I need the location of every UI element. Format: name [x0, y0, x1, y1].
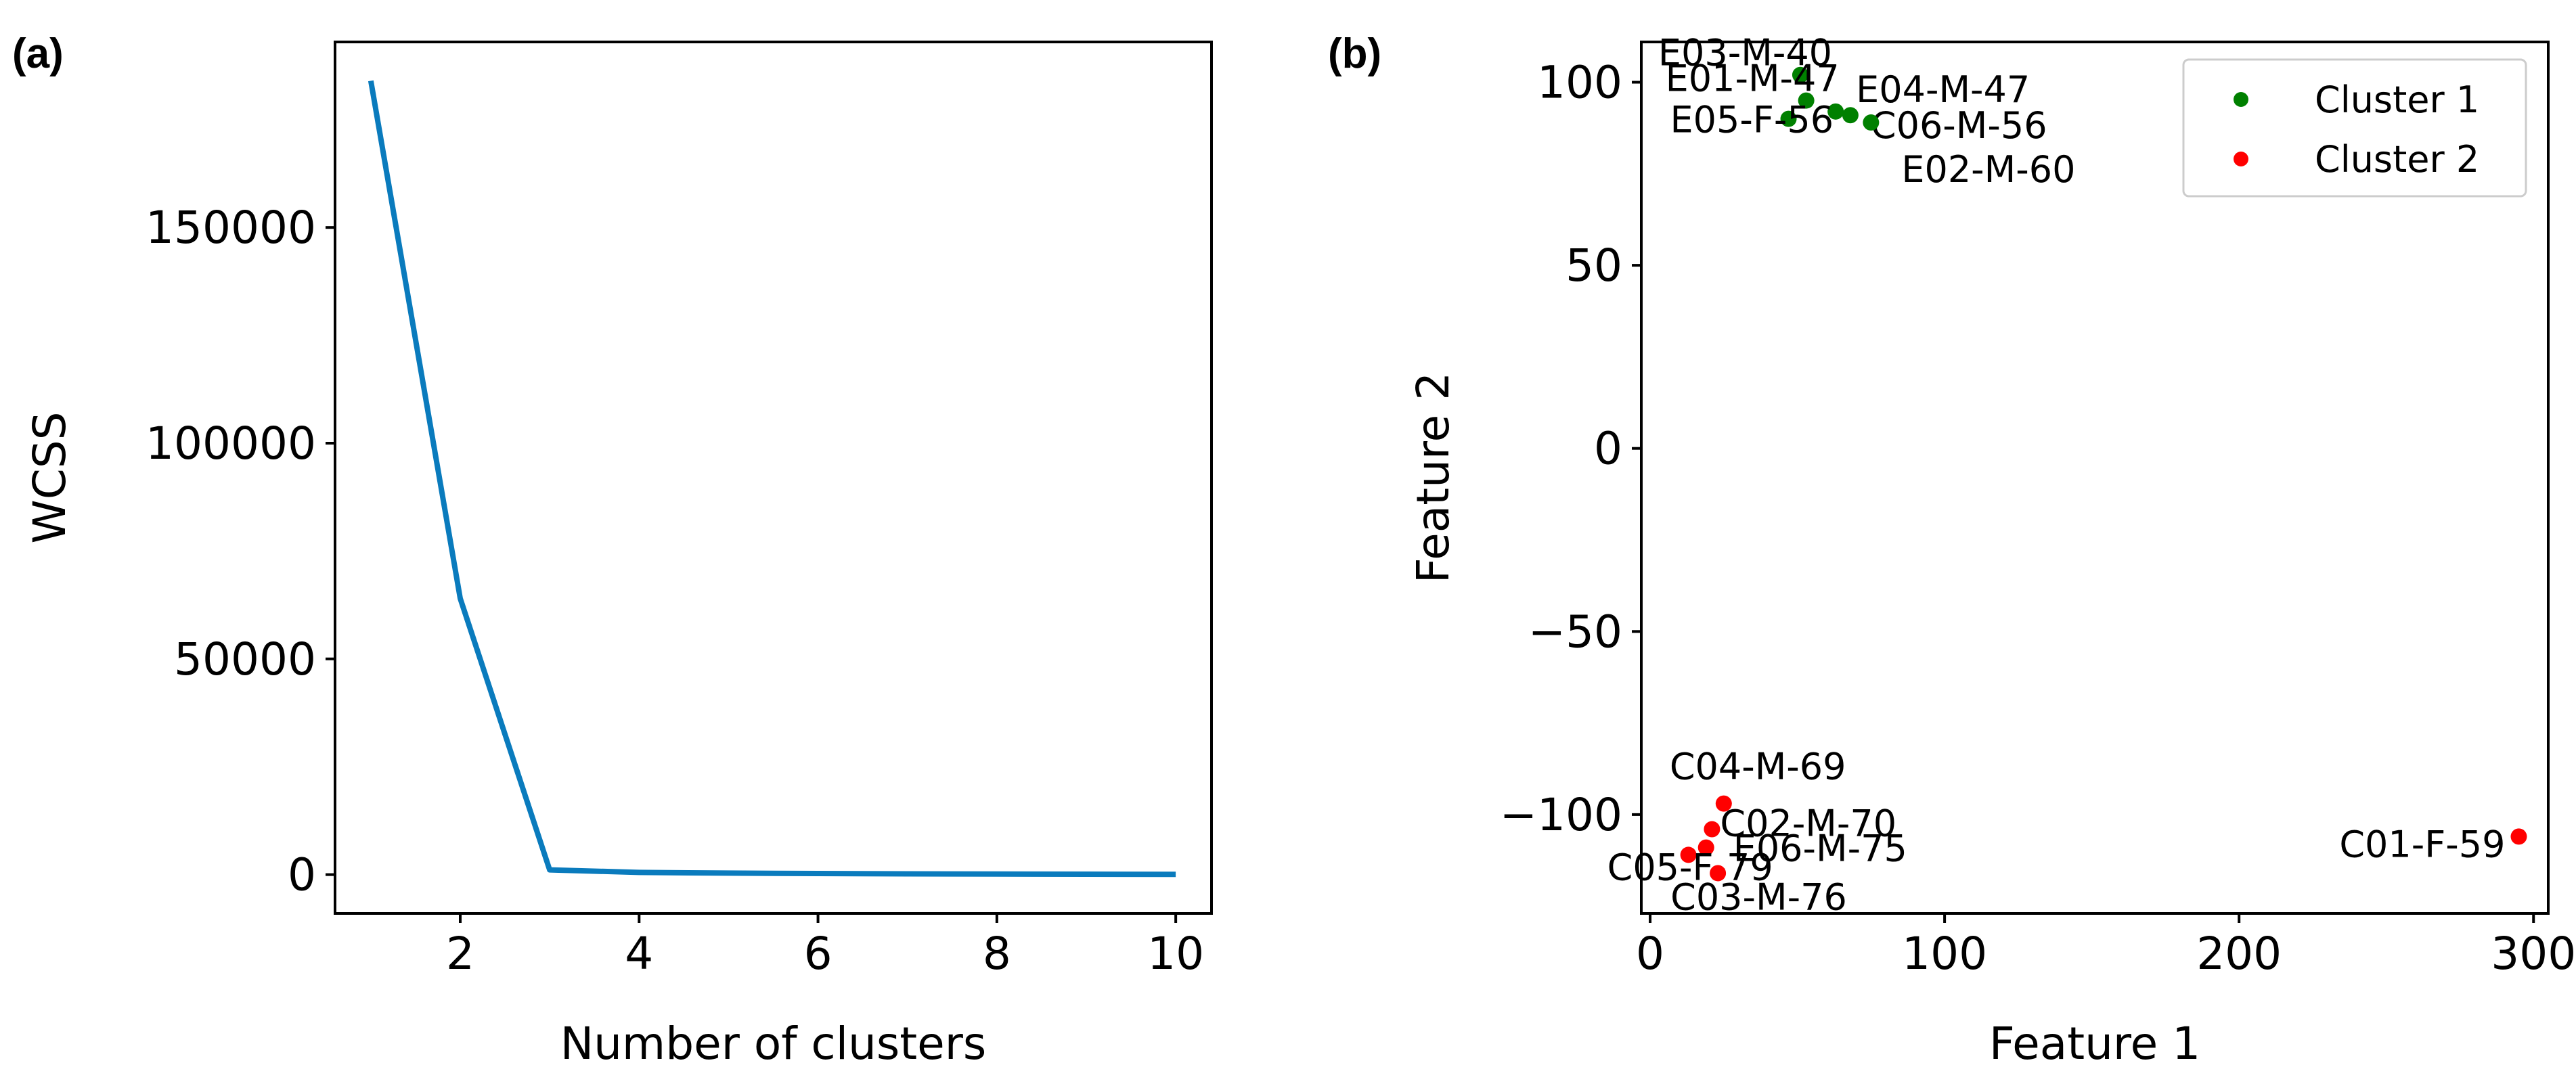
data-point-c03-m-76 [1710, 865, 1727, 882]
y-axis-label: WCSS [24, 411, 76, 543]
point-label: C01-F-59 [2339, 823, 2505, 865]
point-label: E03-M-40 [1658, 32, 1832, 74]
legend-box [2182, 58, 2527, 198]
point-label: C04-M-69 [1670, 746, 1846, 788]
data-point-e03-m-40 [1792, 66, 1808, 83]
x-tick-label: 8 [983, 928, 1011, 980]
x-tick-label: 10 [1147, 928, 1204, 980]
x-axis-label: Feature 1 [1989, 1018, 2200, 1070]
x-tick-label: 0 [1636, 928, 1664, 980]
y-tick-label: 100 [1537, 57, 1622, 109]
point-label: C02-M-70 [1720, 802, 1896, 845]
data-point-e04-m-47 [1827, 103, 1844, 120]
point-label: E02-M-60 [1901, 148, 2075, 191]
y-tick-label: 50000 [174, 633, 316, 685]
point-label: C06-M-56 [1871, 104, 2047, 147]
x-tick-label: 300 [2491, 928, 2576, 980]
elbow-chart: 2 4 6 8 10 0 50000 100000 150000 Number of cluste… [24, 41, 1213, 1070]
wcss-line [368, 80, 1176, 878]
x-tick-label: 2 [446, 928, 474, 980]
point-label: C05-F-79 [1607, 846, 1773, 888]
point-label: E06-M-75 [1733, 828, 1907, 870]
data-point-c04-m-69 [1715, 795, 1732, 812]
x-axis-label: Number of clusters [560, 1018, 987, 1070]
elbow-plot-frame [334, 41, 1213, 915]
data-point-e02-m-60 [1863, 114, 1880, 131]
point-label: E04-M-47 [1856, 68, 2030, 111]
x-tick-label: 200 [2196, 928, 2282, 980]
x-tick-label: 6 [804, 928, 832, 980]
data-point-e05-f-56 [1780, 110, 1797, 127]
legend-label: Cluster 1 [2315, 78, 2479, 121]
x-tick-label: 100 [1902, 928, 1987, 980]
data-point-c01-f-59 [2510, 828, 2527, 845]
y-tick-label: 0 [288, 849, 316, 901]
y-tick-label: −100 [1500, 789, 1622, 841]
legend-marker-cluster-1 [2234, 92, 2248, 107]
legend-label: Cluster 2 [2315, 138, 2479, 181]
legend-marker-cluster-2 [2234, 152, 2248, 166]
point-label: C03-M-76 [1670, 876, 1847, 918]
y-tick-label: 50 [1565, 240, 1622, 292]
point-label: E01-M-47 [1666, 58, 1840, 100]
data-point-c06-m-56 [1842, 107, 1859, 124]
y-tick-label: −50 [1528, 606, 1622, 658]
data-point-c02-m-70 [1704, 821, 1720, 838]
point-label: E05-F-56 [1670, 99, 1834, 141]
y-axis-label: Feature 2 [1407, 372, 1459, 583]
panel-a-label: (a) [12, 30, 64, 77]
scatter-plot-frame [1640, 41, 2550, 915]
data-point-e01-m-47 [1798, 92, 1815, 109]
data-point-c05-f-79 [1680, 846, 1697, 863]
y-tick-label: 100000 [146, 417, 316, 470]
panel-b-label: (b) [1328, 30, 1381, 77]
x-tick-label: 4 [625, 928, 653, 980]
data-point-e06-m-75 [1697, 839, 1714, 856]
y-tick-label: 0 [1594, 423, 1622, 475]
legend: Cluster 1 Cluster 2 [2182, 58, 2527, 198]
y-tick-label: 150000 [146, 202, 316, 254]
